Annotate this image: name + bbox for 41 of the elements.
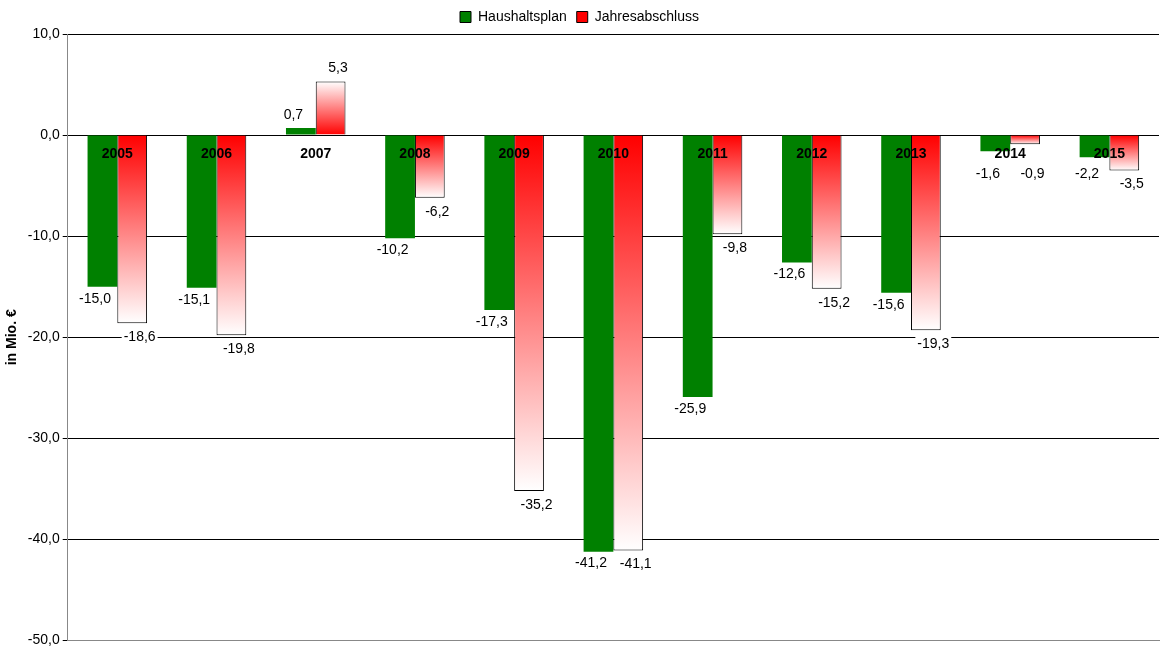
bar: [285, 128, 316, 135]
data-label: -15,0: [79, 289, 112, 306]
data-label: -9,8: [722, 239, 748, 256]
data-label: -10,2: [376, 241, 409, 258]
x-tick-label: 2011: [697, 144, 728, 161]
data-label: -3,5: [1119, 175, 1144, 192]
x-tick-label: 2013: [895, 144, 927, 161]
data-label: -6,2: [425, 202, 450, 219]
data-label: -19,8: [222, 340, 256, 357]
data-label: -41,1: [619, 555, 652, 572]
y-tick-label: -10,0: [27, 227, 60, 244]
data-label: -2,2: [1075, 164, 1100, 181]
x-tick-label: 2005: [101, 144, 134, 161]
y-tick-label: -40,0: [27, 530, 60, 547]
y-tick-label: 0,0: [40, 125, 60, 142]
data-label: -18,6: [123, 328, 156, 345]
y-tick-label: -30,0: [27, 429, 60, 446]
y-tick-label: -50,0: [27, 631, 60, 648]
data-label: -15,2: [818, 293, 851, 310]
y-tick-label: -20,0: [27, 328, 60, 345]
data-label: -12,6: [773, 265, 806, 282]
legend-label: Haushaltsplan: [478, 7, 567, 24]
y-tick-label: 10,0: [32, 24, 60, 41]
legend-label: Jahresabschluss: [594, 7, 700, 24]
y-axis-title: in Mio. €: [3, 309, 20, 366]
data-label: -0,9: [1020, 164, 1045, 181]
data-label: -25,9: [674, 399, 707, 416]
x-tick-label: 2015: [1093, 144, 1126, 161]
x-tick-label: 2007: [300, 144, 332, 161]
x-tick-label: 2006: [200, 144, 233, 161]
data-label: -35,2: [520, 495, 553, 512]
data-label: 5,3: [328, 59, 348, 76]
data-label: -17,3: [475, 312, 508, 329]
data-label: -41,2: [575, 554, 608, 571]
data-label: -1,6: [975, 164, 1001, 181]
data-label: 0,7: [283, 105, 304, 122]
data-label: -15,6: [872, 295, 905, 312]
x-tick-label: 2014: [994, 144, 1026, 161]
data-label: -19,3: [917, 335, 950, 352]
x-tick-label: 2010: [597, 144, 630, 161]
data-label: -15,1: [178, 290, 211, 307]
